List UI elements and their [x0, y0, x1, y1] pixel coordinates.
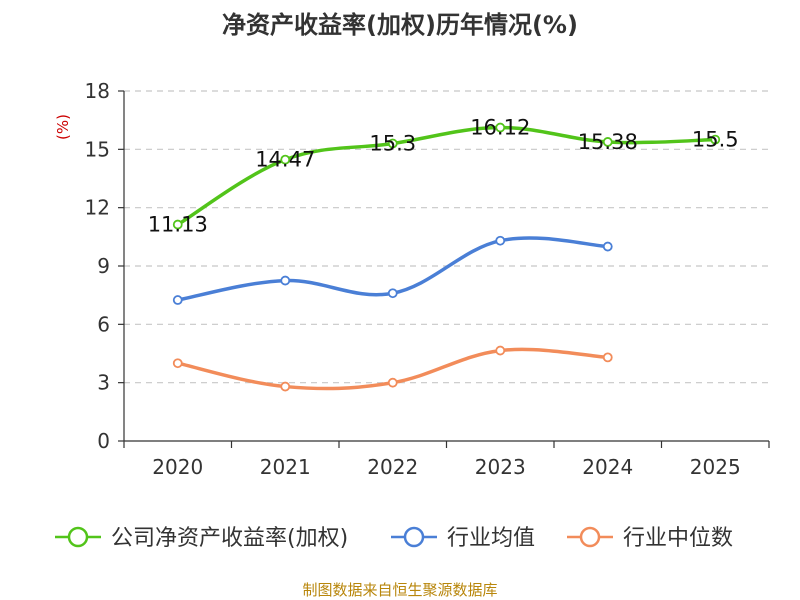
data-point-0-2023	[495, 122, 506, 133]
x-tick-label-2025: 2025	[690, 455, 741, 479]
x-tick-label-2020: 2020	[152, 455, 203, 479]
y-tick-label-0: 0	[97, 429, 110, 453]
data-label-2023: 16.12	[470, 116, 530, 140]
data-point-2-2020	[172, 358, 183, 369]
legend-swatch-marker-2	[579, 526, 601, 548]
data-point-0-2025	[710, 134, 721, 145]
y-tick-label-9: 9	[97, 254, 110, 278]
series-line-0	[176, 125, 716, 227]
legend-swatch-marker-0	[67, 526, 89, 548]
x-tick-label-2022: 2022	[367, 455, 418, 479]
data-label-2024: 15.38	[578, 130, 638, 154]
data-label-2020: 11.13	[148, 213, 208, 237]
x-tick-label-2023: 2023	[475, 455, 526, 479]
series-0	[172, 122, 721, 230]
legend-label-2: 行业中位数	[623, 526, 733, 551]
data-label-2025: 15.5	[692, 128, 739, 152]
y-tick-label-18: 18	[85, 79, 110, 103]
data-labels: 11.13 14.47 15.3 16.12 15.38 15.5	[148, 116, 739, 237]
data-point-1-2020	[172, 295, 183, 305]
data-label-2022: 15.3	[369, 132, 416, 156]
legend-swatch-marker-1	[403, 526, 425, 548]
data-point-1-2021	[280, 275, 291, 286]
series-layer	[172, 122, 721, 392]
series-1	[172, 235, 613, 305]
y-tick-label-6: 6	[97, 312, 110, 336]
data-point-0-2024	[602, 137, 613, 147]
data-point-2-2024	[602, 352, 613, 363]
legend-label-0: 公司净资产收益率(加权)	[111, 526, 348, 551]
y-axis-unit: (%)	[54, 114, 72, 140]
data-point-0-2021	[280, 154, 291, 165]
legend-item-2: 行业中位数	[567, 526, 733, 551]
x-tick-label-2024: 2024	[582, 455, 633, 479]
y-tick-label-12: 12	[85, 196, 110, 220]
y-tick-label-3: 3	[97, 371, 110, 395]
data-point-1-2022	[387, 288, 398, 299]
data-point-0-2022	[387, 138, 398, 149]
data-point-2-2021	[280, 381, 291, 392]
data-point-2-2022	[387, 377, 398, 388]
source-note: 制图数据来自恒生聚源数据库	[302, 581, 497, 599]
legend-label-1: 行业均值	[447, 526, 535, 551]
legend-item-1: 行业均值	[391, 526, 535, 551]
legend-item-0: 公司净资产收益率(加权)	[55, 526, 348, 551]
data-point-1-2024	[602, 241, 613, 252]
chart-title: 净资产收益率(加权)历年情况(%)	[222, 11, 578, 39]
series-2	[172, 345, 613, 392]
data-point-0-2020	[172, 219, 183, 230]
legend: 公司净资产收益率(加权) 行业均值 行业中位数	[55, 526, 733, 551]
x-tick-label-2021: 2021	[260, 455, 311, 479]
axes: 0 3 6 9 12 15 18 2020 2021 2022 2023 2024 2025	[85, 79, 770, 479]
y-tick-label-15: 15	[85, 137, 110, 161]
data-point-2-2023	[495, 345, 506, 356]
data-label-2021: 14.47	[255, 148, 315, 172]
data-point-1-2023	[495, 235, 506, 246]
